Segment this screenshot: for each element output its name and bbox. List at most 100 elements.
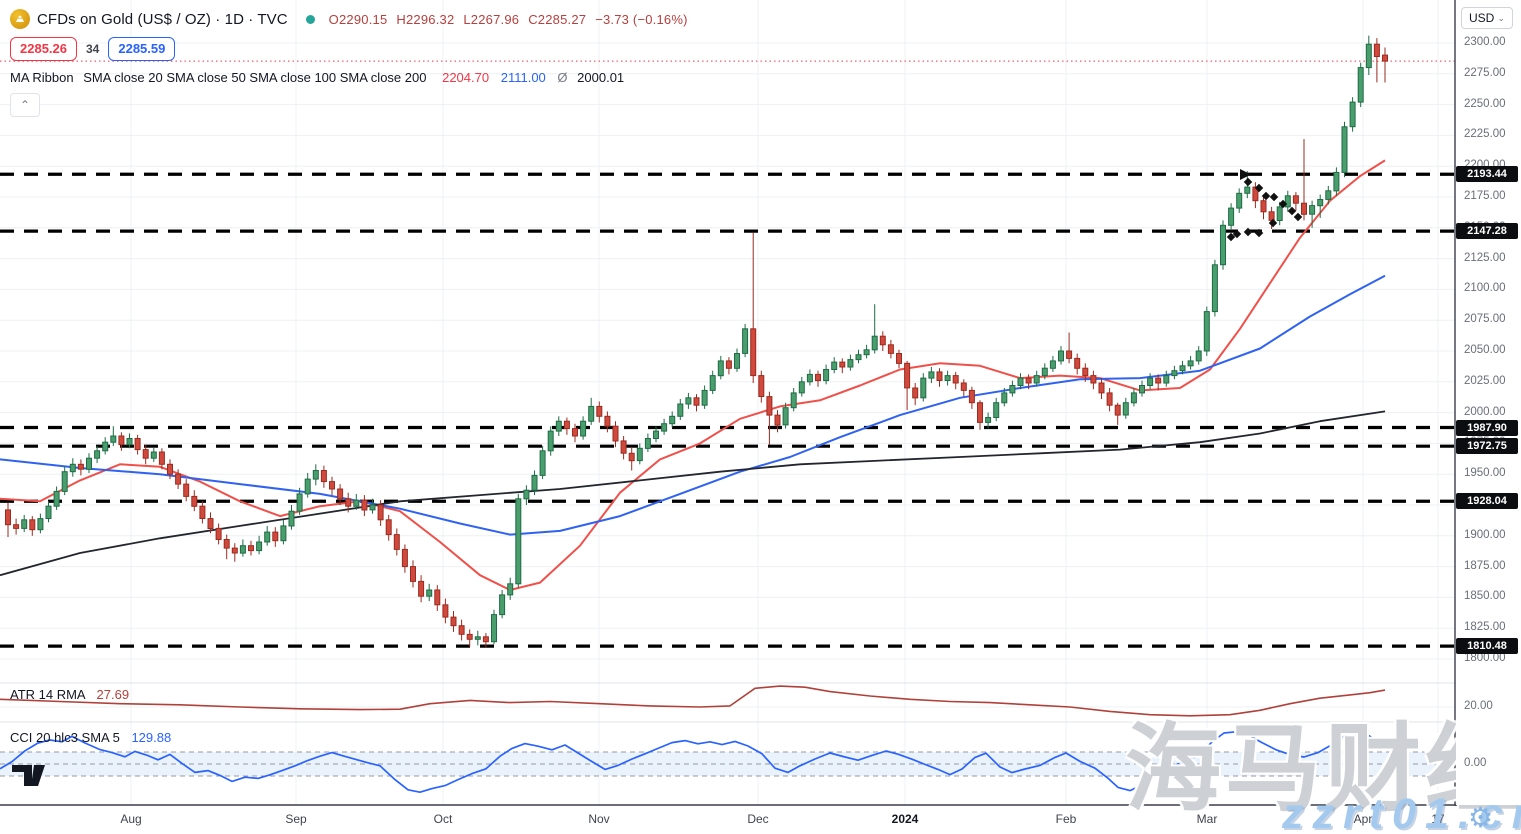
buy-button[interactable]: 2285.59 bbox=[108, 37, 176, 61]
candle bbox=[377, 504, 384, 521]
candle bbox=[734, 353, 740, 369]
candle bbox=[944, 375, 951, 382]
atr-label: ATR 14 RMA bbox=[10, 687, 85, 702]
atr-legend[interactable]: ATR 14 RMA 27.69 bbox=[10, 687, 129, 702]
candle bbox=[936, 371, 943, 381]
candle bbox=[248, 545, 254, 552]
price-axis[interactable]: USD ⌄ 2300.00 2275.00 2250.00 2225.00 2200.0… bbox=[1456, 0, 1521, 805]
price-tick: 1875.00 bbox=[1464, 559, 1506, 572]
candle bbox=[158, 451, 165, 465]
candle bbox=[920, 377, 927, 399]
candle bbox=[580, 420, 587, 437]
candle bbox=[661, 423, 668, 432]
candle bbox=[385, 519, 392, 536]
candle bbox=[636, 447, 643, 462]
candle bbox=[393, 534, 400, 550]
candle bbox=[1155, 377, 1162, 384]
candle bbox=[815, 373, 821, 382]
candle bbox=[126, 438, 133, 446]
candle bbox=[879, 335, 886, 346]
candle bbox=[450, 616, 457, 627]
candle bbox=[304, 478, 311, 495]
candle bbox=[806, 373, 813, 383]
ma-ribbon-title: MA Ribbon bbox=[10, 70, 74, 85]
candle bbox=[61, 471, 68, 492]
collapse-legend-button[interactable]: ⌃ bbox=[10, 93, 40, 117]
candle bbox=[94, 450, 101, 459]
candle bbox=[1317, 199, 1324, 207]
open-value: O2290.15 bbox=[328, 11, 388, 27]
time-axis[interactable]: Aug Sep Oct Nov Dec 2024 Feb Mar Apr 17 bbox=[0, 806, 1521, 834]
ma-ribbon-legend[interactable]: MA Ribbon SMA close 20 SMA close 50 SMA … bbox=[10, 70, 697, 85]
candle bbox=[288, 510, 295, 527]
candle bbox=[1220, 224, 1226, 266]
price-tick: 1950.00 bbox=[1464, 467, 1506, 480]
candle bbox=[320, 470, 327, 483]
candle bbox=[653, 430, 659, 440]
candle bbox=[1276, 206, 1283, 221]
candle bbox=[231, 547, 238, 554]
currency-label: USD bbox=[1469, 11, 1495, 25]
candle bbox=[790, 392, 797, 409]
candle bbox=[1017, 377, 1024, 387]
candle bbox=[798, 381, 805, 394]
price-tick: 2250.00 bbox=[1464, 97, 1506, 110]
cci-legend[interactable]: CCI 20 hlc3 SMA 5 129.88 bbox=[10, 730, 171, 745]
candle bbox=[466, 633, 473, 640]
sma200-value: 2000.01 bbox=[577, 70, 625, 85]
gold-symbol-icon bbox=[10, 9, 30, 29]
time-label: Nov bbox=[588, 812, 610, 826]
candle bbox=[1349, 101, 1356, 128]
candle bbox=[1009, 385, 1016, 394]
candle bbox=[458, 625, 465, 635]
candle bbox=[1171, 370, 1178, 377]
chevron-up-icon: ⌃ bbox=[19, 98, 31, 112]
candle bbox=[312, 470, 319, 480]
candle bbox=[596, 405, 603, 417]
candle bbox=[118, 435, 125, 446]
currency-dropdown[interactable]: USD ⌄ bbox=[1461, 7, 1513, 29]
candle bbox=[742, 328, 749, 354]
candle bbox=[717, 360, 724, 377]
candle bbox=[855, 354, 862, 361]
time-label: Aug bbox=[120, 812, 142, 826]
ohlc-values: O2290.15 H2296.32 L2267.96 C2285.27 −3.73 (−… bbox=[329, 12, 697, 27]
gear-icon: ⚙ bbox=[1468, 802, 1494, 833]
ma-ribbon-params: SMA close 20 SMA close 50 SMA close 100 … bbox=[83, 70, 427, 85]
candle bbox=[353, 499, 360, 507]
candle bbox=[644, 438, 651, 449]
candle bbox=[1049, 360, 1056, 369]
candle bbox=[13, 524, 20, 529]
candle bbox=[1301, 202, 1307, 215]
candle bbox=[418, 580, 425, 597]
candle bbox=[685, 397, 692, 405]
market-status-icon[interactable] bbox=[305, 14, 315, 24]
level-price-badge: 1928.04 bbox=[1456, 493, 1518, 510]
candle bbox=[904, 362, 911, 389]
candle bbox=[1325, 190, 1332, 200]
candle bbox=[426, 589, 433, 597]
candle bbox=[1203, 311, 1210, 352]
candle bbox=[612, 425, 619, 442]
sma20-value: 2204.70 bbox=[442, 70, 490, 85]
candle bbox=[831, 361, 838, 371]
candle bbox=[887, 344, 894, 354]
candle bbox=[725, 360, 732, 369]
candle bbox=[709, 375, 716, 391]
candle bbox=[1025, 377, 1032, 384]
symbol-title[interactable]: CFDs on Gold (US$ / OZ) · 1D · TVC bbox=[37, 10, 288, 28]
candle bbox=[572, 428, 578, 437]
candle bbox=[1244, 186, 1251, 194]
time-label: Dec bbox=[747, 812, 769, 826]
sma50-value: 2111.00 bbox=[500, 70, 546, 85]
candle bbox=[977, 402, 983, 423]
candle bbox=[1365, 43, 1372, 69]
annotation-arrow bbox=[1240, 169, 1251, 180]
price-tick: 2025.00 bbox=[1464, 374, 1506, 387]
price-tick: 2300.00 bbox=[1464, 36, 1506, 48]
candle bbox=[296, 493, 303, 512]
candle bbox=[1074, 357, 1081, 369]
sell-button[interactable]: 2285.26 bbox=[10, 37, 77, 61]
price-tick: 2100.00 bbox=[1464, 282, 1506, 295]
